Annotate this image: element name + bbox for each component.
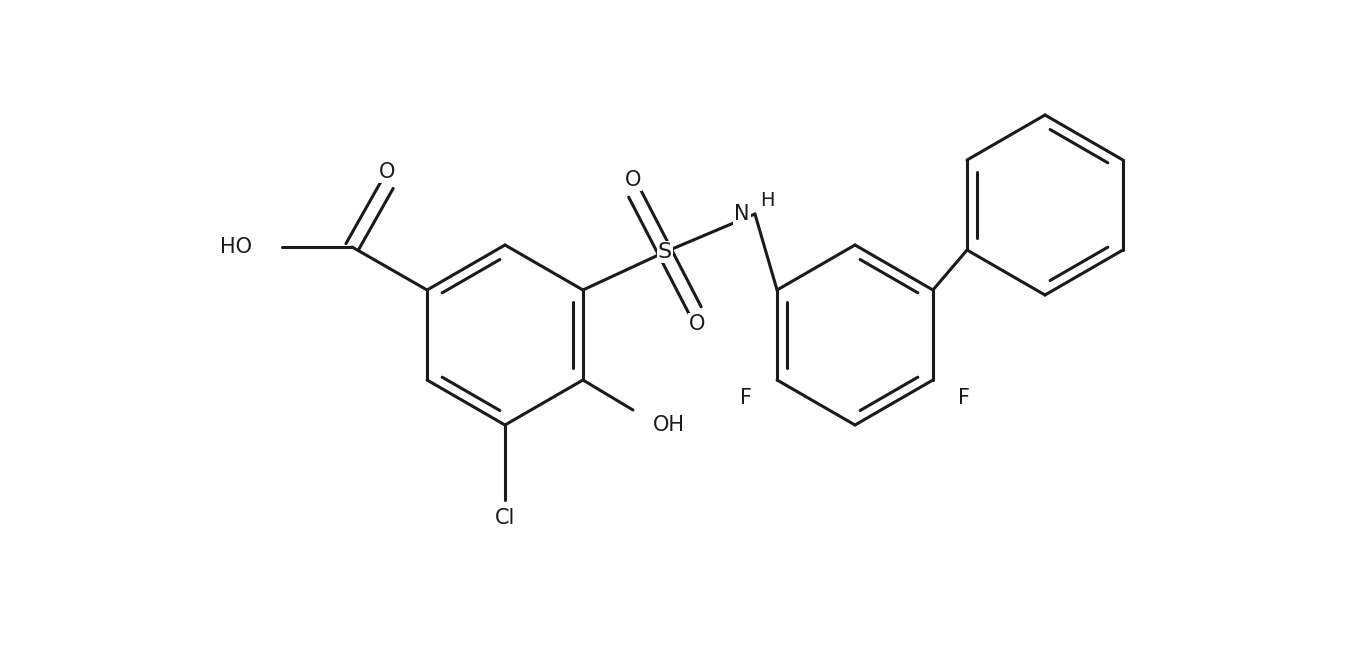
Text: Cl: Cl: [495, 508, 516, 528]
Text: F: F: [958, 388, 970, 408]
Text: N: N: [734, 204, 750, 224]
Text: H: H: [760, 191, 775, 211]
Text: HO: HO: [220, 237, 252, 257]
Text: OH: OH: [653, 415, 685, 435]
Text: S: S: [657, 242, 672, 262]
Text: O: O: [379, 162, 396, 182]
Text: F: F: [741, 388, 752, 408]
Text: O: O: [625, 170, 641, 190]
Text: O: O: [689, 314, 705, 334]
